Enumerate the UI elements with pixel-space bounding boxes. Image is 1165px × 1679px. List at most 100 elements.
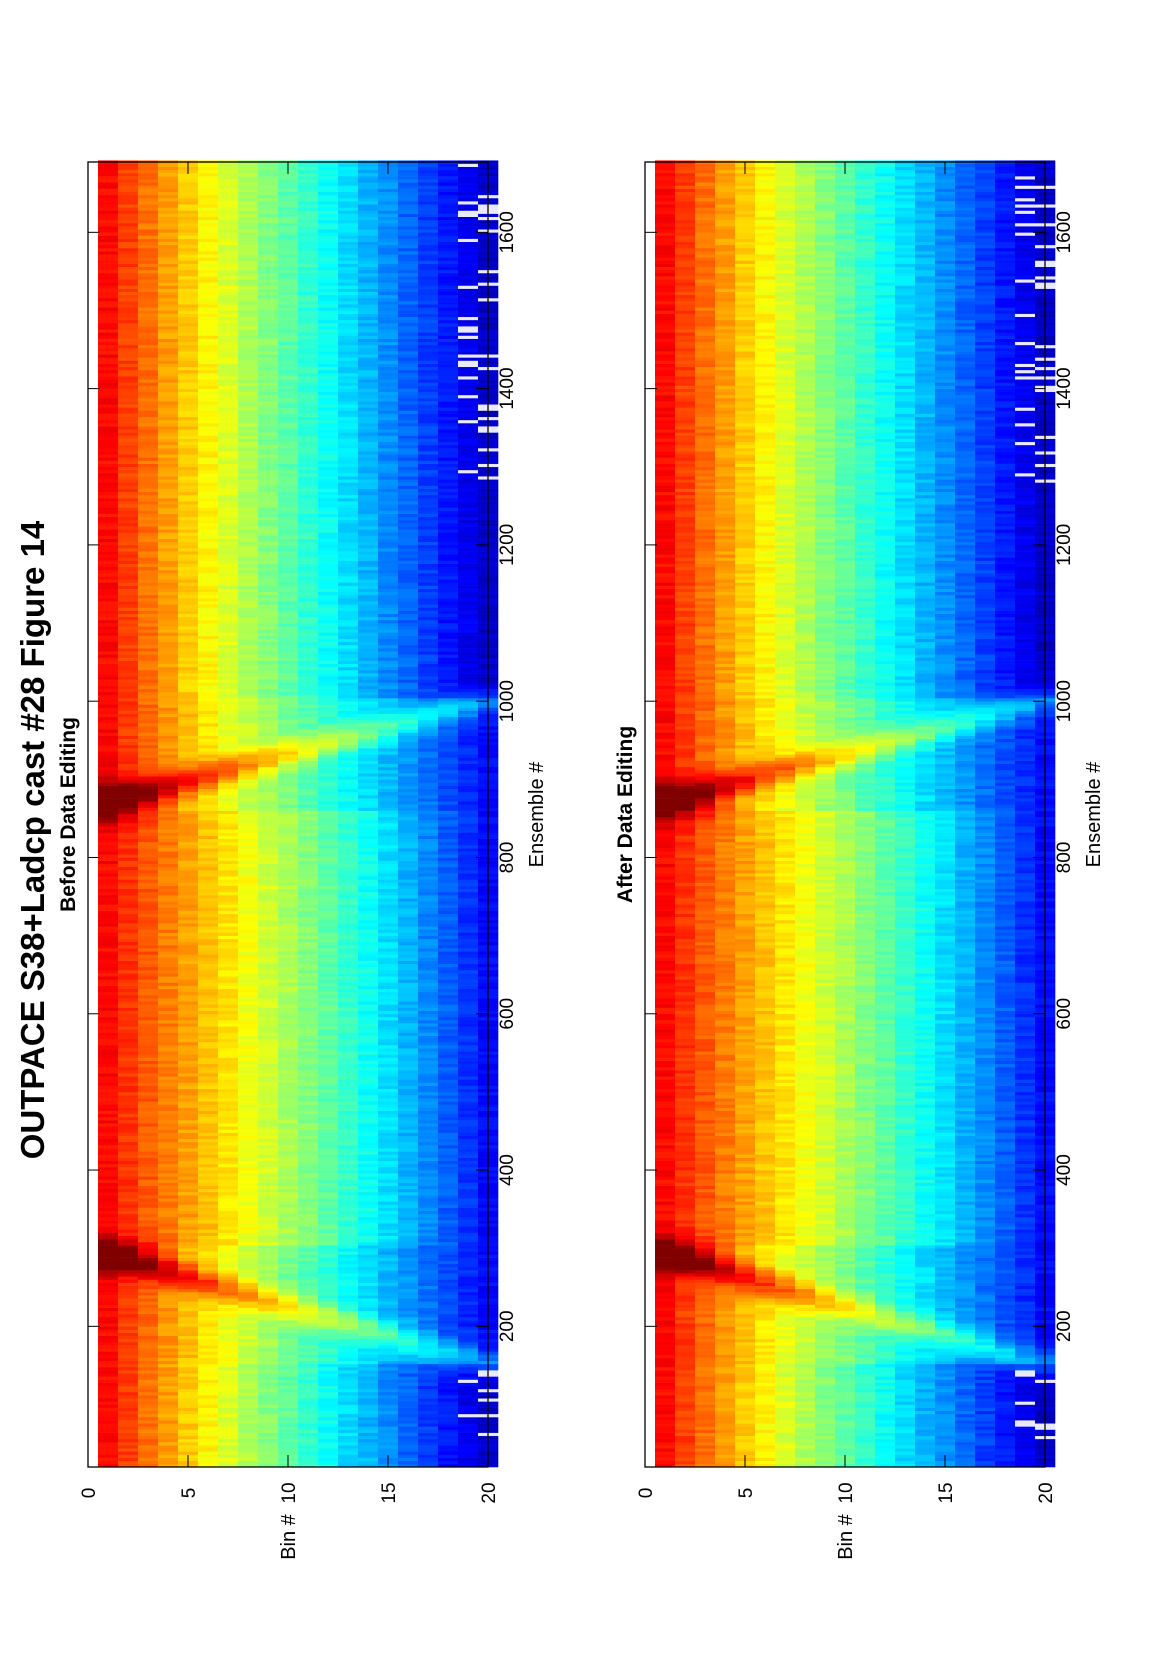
heatmap-cell <box>418 1070 439 1074</box>
heatmap-cell <box>158 1279 179 1283</box>
heatmap-cell <box>278 926 299 930</box>
heatmap-cell <box>398 1254 419 1258</box>
heatmap-cell <box>278 1120 299 1124</box>
heatmap-cell <box>298 1441 319 1446</box>
heatmap-cell <box>298 973 319 977</box>
heatmap-cell <box>98 1088 119 1093</box>
heatmap-cell <box>98 1391 119 1396</box>
heatmap-cell <box>318 945 339 949</box>
heatmap-cell <box>318 1098 339 1102</box>
heatmap-cell <box>398 1191 419 1196</box>
heatmap-cell <box>158 1029 179 1033</box>
heatmap-cell <box>418 982 439 986</box>
heatmap-cell <box>198 732 219 736</box>
heatmap-cell <box>238 1416 259 1421</box>
heatmap-cell <box>98 901 119 905</box>
heatmap-cell <box>278 1332 299 1337</box>
heatmap-cell <box>278 726 299 730</box>
heatmap-cell <box>158 957 179 961</box>
heatmap-cell <box>358 848 379 852</box>
heatmap-cell <box>338 1063 359 1068</box>
heatmap-cell <box>198 1279 219 1283</box>
heatmap-cell <box>378 1207 399 1211</box>
heatmap-cell <box>158 710 179 714</box>
heatmap-cell <box>298 688 319 693</box>
heatmap-cell <box>158 1173 179 1177</box>
heatmap-cell <box>238 1245 259 1249</box>
heatmap-cell <box>218 748 239 752</box>
heatmap-cell <box>98 810 119 815</box>
heatmap-cell <box>338 707 359 711</box>
heatmap-cell <box>98 1266 119 1271</box>
heatmap-cell <box>358 785 379 790</box>
heatmap-cell <box>458 1013 479 1018</box>
heatmap-cell <box>338 738 359 743</box>
heatmap-cell <box>298 735 319 740</box>
heatmap-cell <box>318 1179 339 1183</box>
heatmap-cell <box>98 1060 119 1065</box>
heatmap-cell <box>318 826 339 830</box>
heatmap-cell <box>398 991 419 996</box>
heatmap-cell <box>218 1329 239 1333</box>
heatmap-cell <box>378 1166 399 1171</box>
heatmap-cell <box>238 1095 259 1099</box>
heatmap-cell <box>138 1304 159 1308</box>
heatmap-cell <box>398 932 419 936</box>
heatmap-cell <box>218 1141 239 1146</box>
heatmap-cell <box>318 1020 339 1024</box>
heatmap-cell <box>118 1132 139 1136</box>
heatmap-cell <box>298 1238 319 1243</box>
heatmap-cell <box>358 1301 379 1305</box>
heatmap-cell <box>418 694 439 699</box>
heatmap-cell <box>158 998 179 1002</box>
heatmap-cell <box>258 1335 279 1340</box>
heatmap-cell <box>98 1151 119 1155</box>
heatmap-cell <box>378 929 399 933</box>
heatmap-cell <box>358 973 379 977</box>
heatmap-cell <box>98 1316 119 1321</box>
heatmap-cell <box>258 1282 279 1287</box>
heatmap-cell <box>238 757 259 761</box>
heatmap-cell <box>198 1301 219 1305</box>
heatmap-cell <box>138 898 159 902</box>
heatmap-cell <box>158 1460 179 1465</box>
heatmap-cell <box>278 1145 299 1149</box>
heatmap-cell <box>158 1404 179 1408</box>
heatmap-cell <box>138 1129 159 1133</box>
heatmap-cell <box>258 826 279 830</box>
heatmap-cell <box>458 1373 479 1377</box>
heatmap-cell <box>158 1060 179 1065</box>
heatmap-cell <box>358 894 379 899</box>
heatmap-cell <box>418 1313 439 1318</box>
heatmap-cell <box>98 1385 119 1390</box>
heatmap-cell <box>118 729 139 733</box>
heatmap-cell <box>298 1195 319 1199</box>
heatmap-cell <box>198 1348 219 1352</box>
heatmap-cell <box>418 1388 439 1393</box>
heatmap-cell <box>358 1179 379 1183</box>
heatmap-cell <box>118 1038 139 1043</box>
heatmap-cell <box>238 844 259 849</box>
heatmap-cell <box>438 1179 459 1183</box>
heatmap-cell <box>298 798 319 802</box>
heatmap-cell <box>458 1438 479 1443</box>
heatmap-cell <box>338 1388 359 1393</box>
heatmap-cell <box>358 888 379 893</box>
heatmap-cell <box>318 1188 339 1193</box>
heatmap-cell <box>238 1313 259 1318</box>
heatmap-cell <box>178 1304 199 1308</box>
heatmap-cell <box>418 1057 439 1061</box>
heatmap-cell <box>298 1204 319 1208</box>
heatmap-cell <box>398 1376 419 1380</box>
heatmap-cell <box>338 1357 359 1362</box>
heatmap-cell <box>338 726 359 730</box>
heatmap-cell <box>458 1441 479 1446</box>
heatmap-cell <box>298 810 319 815</box>
heatmap-cell <box>278 757 299 761</box>
heatmap-cell <box>198 873 219 877</box>
heatmap-cell <box>118 1048 139 1052</box>
heatmap-cell <box>98 1395 119 1399</box>
heatmap-cell <box>238 1304 259 1308</box>
heatmap-cell <box>418 1098 439 1102</box>
heatmap-cell <box>438 1066 459 1071</box>
